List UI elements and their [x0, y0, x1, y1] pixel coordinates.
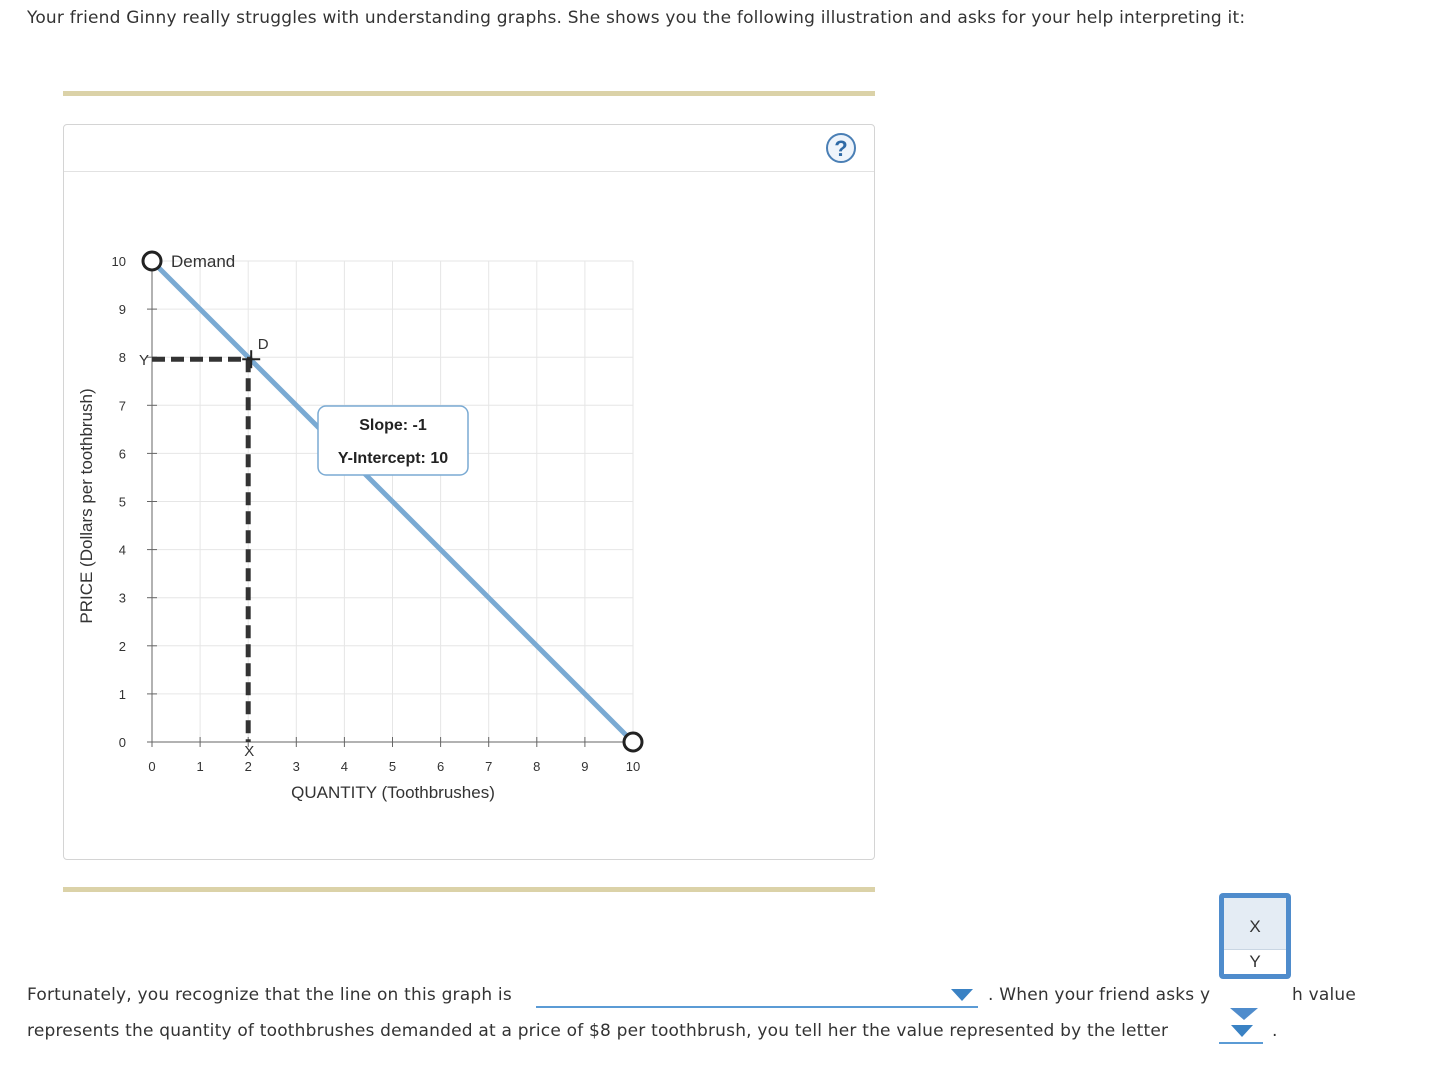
x-tick-label: 1 — [196, 759, 203, 774]
x-tick-label: 8 — [533, 759, 540, 774]
x-tick-label: 0 — [148, 759, 155, 774]
y-tick-label: 4 — [119, 543, 126, 558]
sentence-part-2: . When your friend asks y — [988, 985, 1211, 1005]
series-label: Demand — [171, 252, 235, 271]
y-axis-title: PRICE (Dollars per toothbrush) — [77, 388, 96, 623]
sentence-part-3: h value — [1292, 985, 1357, 1005]
marker-label-x: X — [244, 743, 254, 760]
tooltip-intercept: Y-Intercept: 10 — [338, 450, 448, 467]
y-tick-label: 5 — [119, 495, 126, 510]
letter-dropdown-menu: X Y — [1219, 893, 1291, 979]
x-tick-label: 9 — [581, 759, 588, 774]
point-label-d: D — [258, 336, 269, 353]
option-x[interactable]: X — [1224, 898, 1286, 950]
y-tick-label: 10 — [112, 254, 126, 269]
demand-endpoint-top[interactable] — [141, 250, 163, 272]
sentence-part-5-wrap: . — [1272, 1021, 1278, 1041]
demand-endpoint-bottom[interactable] — [622, 731, 644, 753]
sentence-line-2: represents the quantity of toothbrushes … — [27, 1021, 1168, 1041]
labels: QUANTITY (Toothbrushes) PRICE (Dollars pe… — [77, 252, 495, 802]
x-tick-label: 3 — [293, 759, 300, 774]
x-tick-label: 7 — [485, 759, 492, 774]
sentence-part-5: . — [1272, 1021, 1278, 1041]
line-type-dropdown[interactable] — [536, 986, 978, 1008]
x-tick-label: 4 — [341, 759, 348, 774]
series — [141, 250, 644, 753]
demand-line[interactable] — [149, 258, 636, 745]
dropdown-pointer — [1230, 1008, 1258, 1020]
option-y[interactable]: Y — [1224, 950, 1286, 974]
sentence-part-4: represents the quantity of toothbrushes … — [27, 1021, 1169, 1041]
ticks: 0 1 2 3 4 5 6 7 8 9 10 0 1 2 3 4 5 6 7 8 9 10 — [112, 254, 641, 774]
chevron-down-icon — [1231, 1025, 1253, 1037]
sentence-line-1: Fortunately, you recognize that the line… — [27, 985, 512, 1005]
x-tick-label: 5 — [389, 759, 396, 774]
x-axis-title: QUANTITY (Toothbrushes) — [291, 783, 495, 802]
y-tick-label: 8 — [119, 350, 126, 365]
y-tick-label: 2 — [119, 639, 126, 654]
letter-dropdown[interactable] — [1219, 1022, 1263, 1044]
sentence-part-3-wrap: h value — [1292, 985, 1356, 1005]
x-tick-label: 6 — [437, 759, 444, 774]
x-tick-label: 2 — [245, 759, 252, 774]
chevron-down-icon — [951, 989, 973, 1001]
y-tick-label: 6 — [119, 446, 126, 461]
tooltip-box — [317, 405, 469, 476]
y-tick-label: 9 — [119, 302, 126, 317]
sentence-part-1: Fortunately, you recognize that the line… — [27, 985, 512, 1005]
y-tick-label: 7 — [119, 398, 126, 413]
top-rule — [63, 91, 875, 96]
panel-toolbar: ? — [64, 125, 874, 172]
y-tick-label: 0 — [119, 735, 126, 750]
graph-panel: ? — [63, 124, 875, 860]
y-tick-label: 1 — [119, 687, 126, 702]
intro-text: Your friend Ginny really struggles with … — [27, 8, 1246, 28]
grid — [152, 260, 634, 742]
bottom-rule — [63, 887, 875, 892]
tooltip-slope: Slope: -1 — [359, 417, 427, 434]
x-tick-label: 10 — [626, 759, 640, 774]
y-tick-label: 3 — [119, 591, 126, 606]
help-icon[interactable]: ? — [826, 133, 856, 163]
sentence-part-2-wrap: . When your friend asks y — [988, 985, 1210, 1005]
marker-label-y: Y — [139, 352, 149, 369]
